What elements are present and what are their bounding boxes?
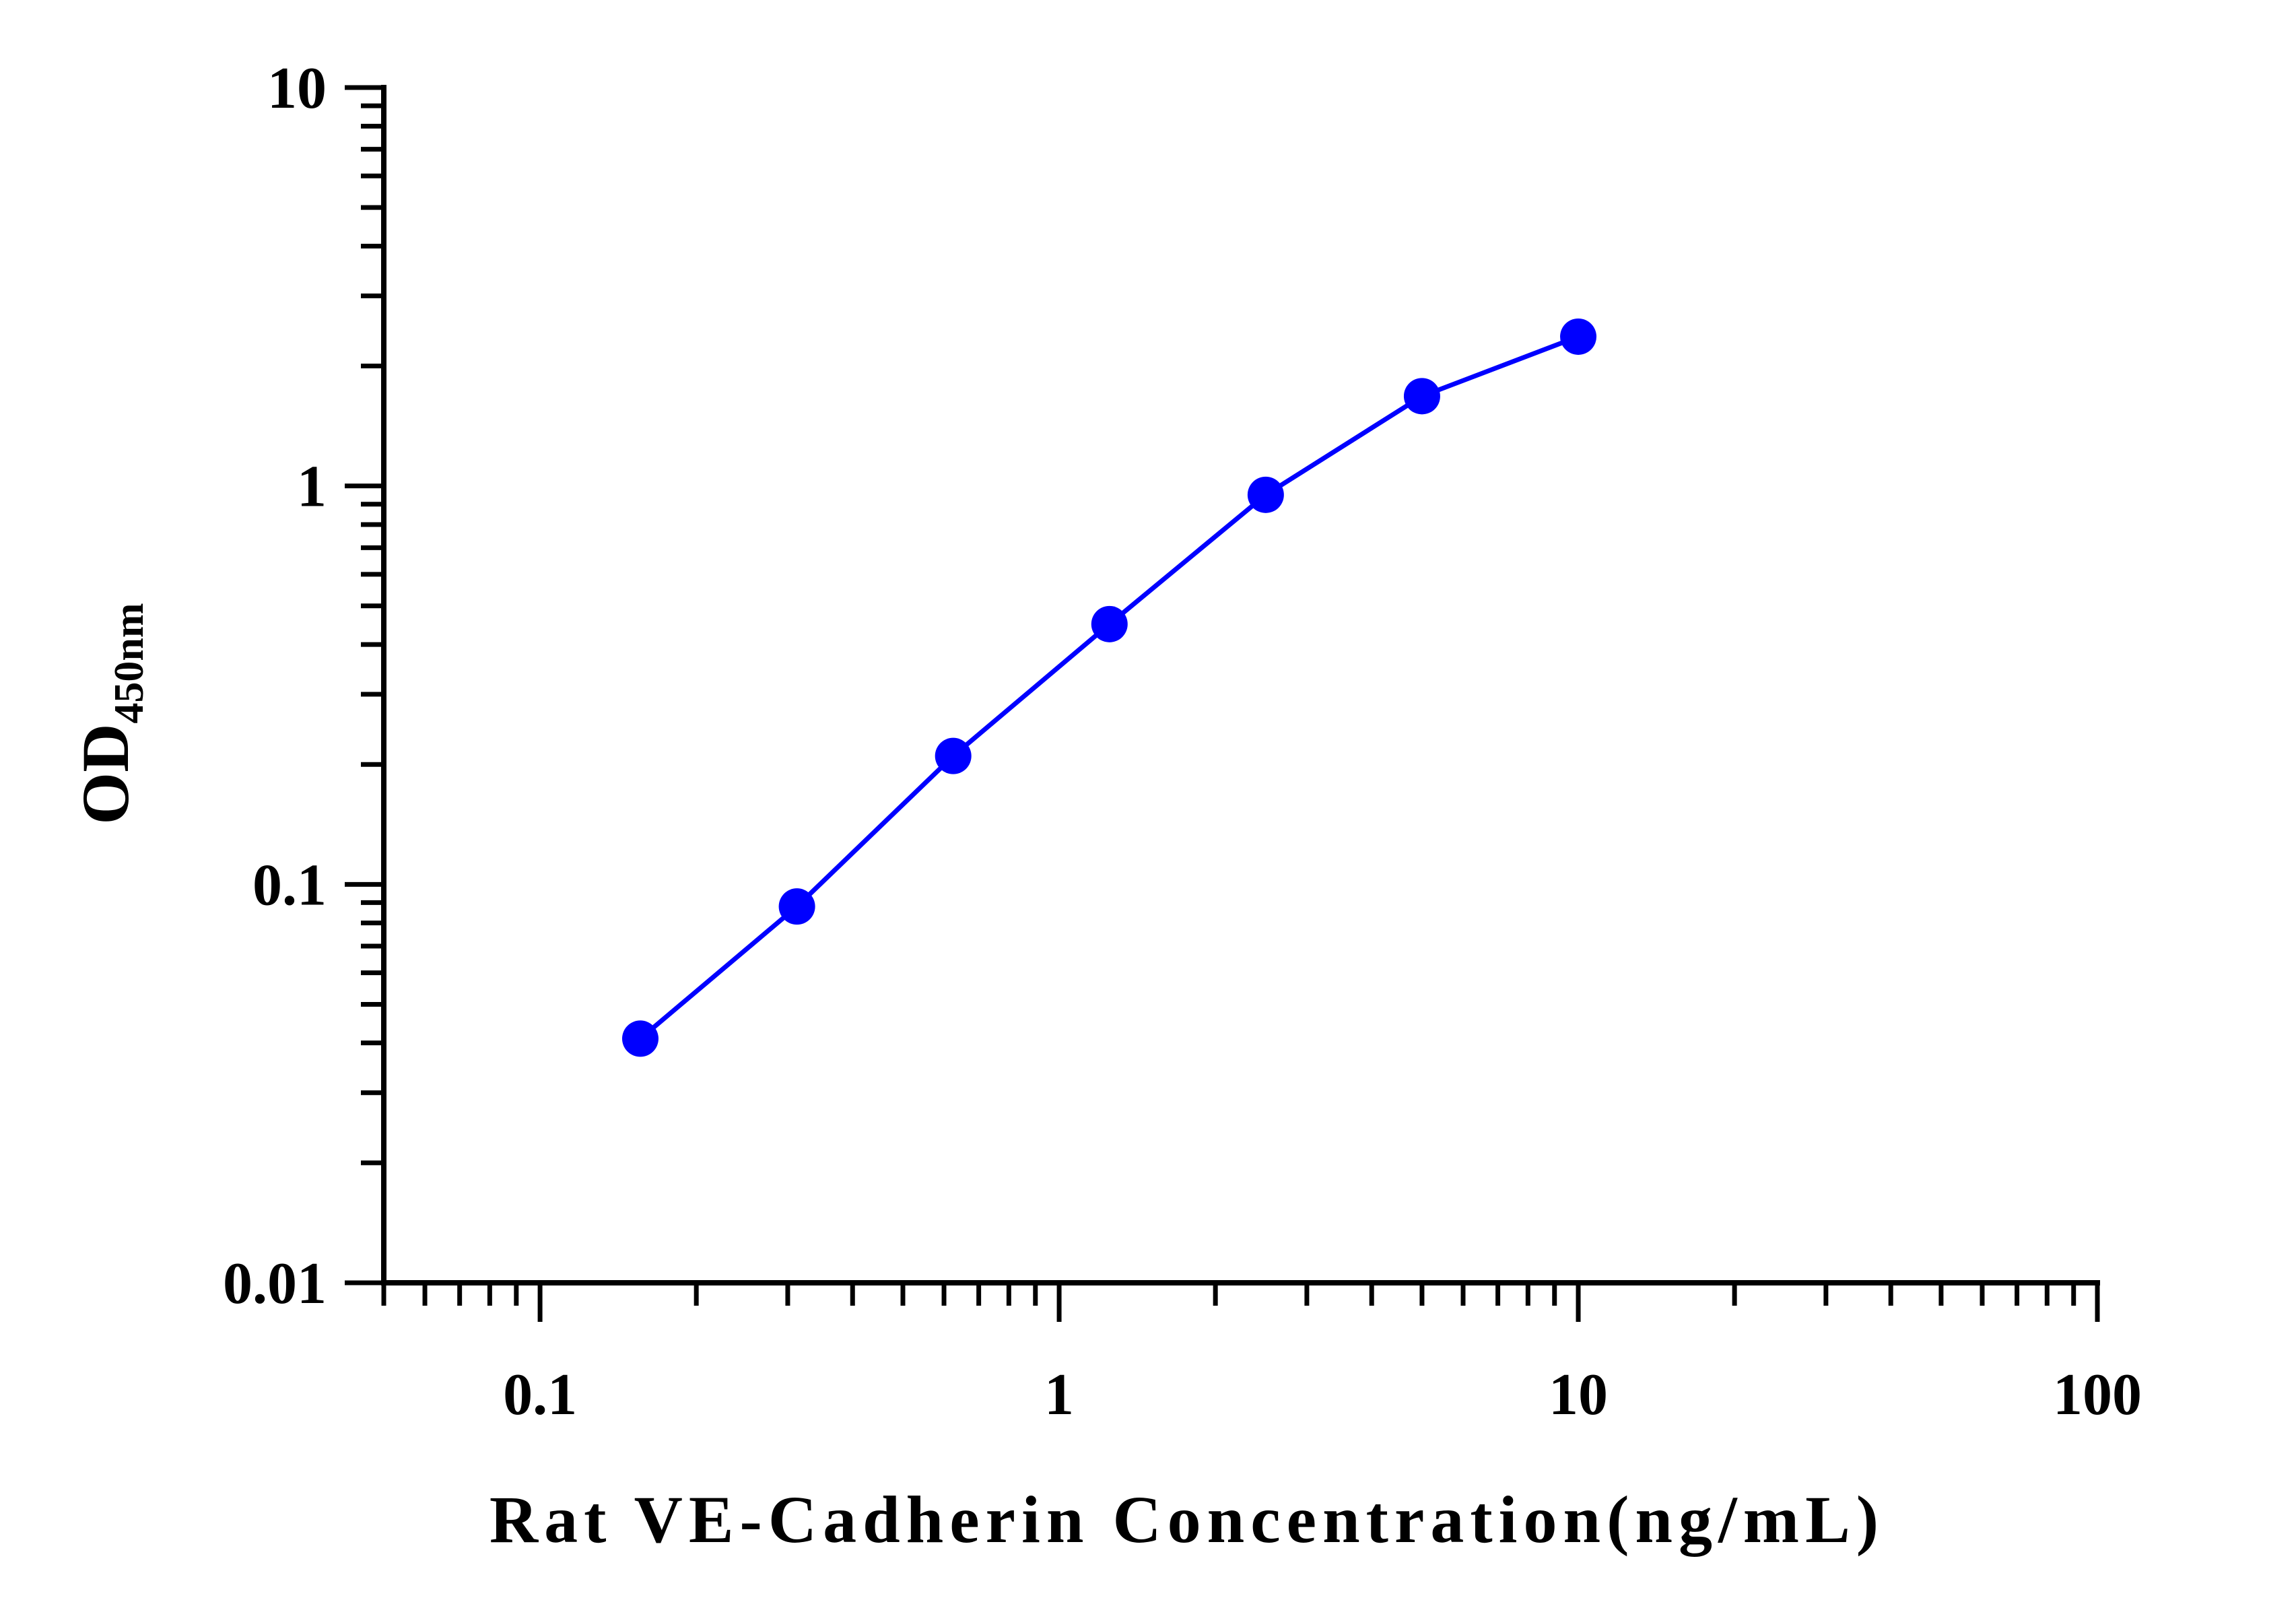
data-point [1403,378,1440,415]
y-tick-label: 0.1 [252,853,327,918]
y-tick-label: 0.01 [223,1251,327,1316]
x-tick-label: 100 [2053,1362,2142,1428]
y-tick-label: 10 [267,56,327,121]
data-point [1560,318,1597,355]
y-axis-title-subscript: 450nm [106,603,152,723]
data-point [1247,476,1284,513]
x-tick-label: 0.1 [503,1362,577,1428]
series-line [638,334,1580,1041]
y-axis-title-main: OD [68,724,143,825]
x-tick-label: 10 [1549,1362,1608,1428]
data-point [935,737,972,774]
ticks: 0.1 1 10 100 0.01 0.1 1 10 [223,56,2142,1428]
y-axis-title: OD450nm [68,603,152,824]
data-point [621,1020,659,1057]
x-tick-label: 1 [1044,1362,1074,1428]
data-point [778,888,815,925]
series-1 [621,318,1597,1057]
y-tick-label: 1 [297,455,327,520]
axes [381,85,2100,1285]
data-point [1091,605,1128,642]
x-axis-title: Rat VE-Cadherin Concentration(ng/mL) [489,1482,1885,1557]
